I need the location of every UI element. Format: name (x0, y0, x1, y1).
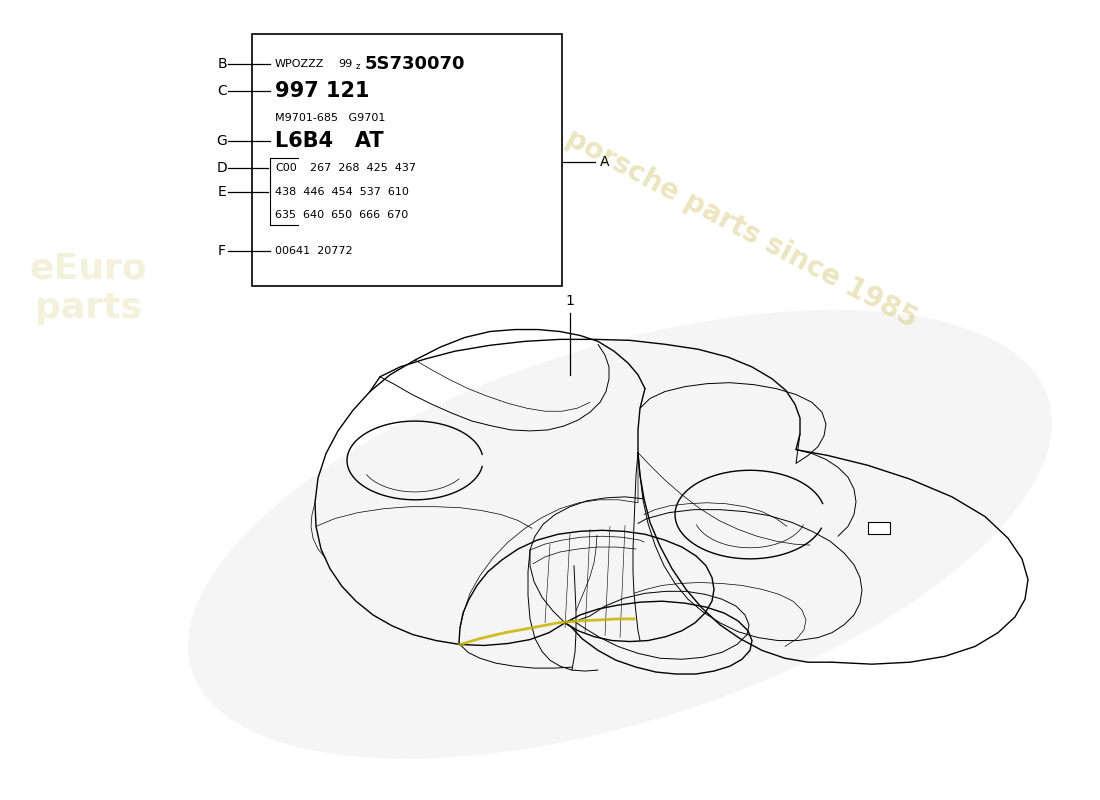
Text: 1: 1 (565, 294, 574, 308)
Text: 5S730070: 5S730070 (365, 54, 465, 73)
Text: 438  446  454  537  610: 438 446 454 537 610 (275, 186, 409, 197)
Text: A: A (600, 155, 609, 170)
Text: 99: 99 (338, 58, 352, 69)
Text: E: E (218, 185, 227, 198)
Text: M9701-685   G9701: M9701-685 G9701 (275, 113, 385, 123)
Text: 267  268  425  437: 267 268 425 437 (310, 163, 416, 173)
Text: D: D (217, 161, 228, 175)
Text: z: z (356, 62, 361, 71)
Text: 635  640  650  666  670: 635 640 650 666 670 (275, 210, 408, 220)
Text: 997 121: 997 121 (275, 82, 370, 102)
Text: C00: C00 (275, 163, 297, 173)
Text: G: G (217, 134, 228, 147)
Text: C: C (217, 84, 227, 98)
Text: F: F (218, 244, 226, 258)
Ellipse shape (188, 310, 1052, 758)
Bar (252, 34, 562, 286)
Text: WPOZZZ: WPOZZZ (275, 58, 324, 69)
Text: passion for porsche parts since 1985: passion for porsche parts since 1985 (398, 38, 922, 334)
Bar (868, 522, 890, 534)
Text: 00641  20772: 00641 20772 (275, 246, 353, 256)
Text: B: B (217, 57, 227, 70)
Text: L6B4   AT: L6B4 AT (275, 130, 384, 150)
Text: eEuro
parts: eEuro parts (30, 251, 146, 325)
